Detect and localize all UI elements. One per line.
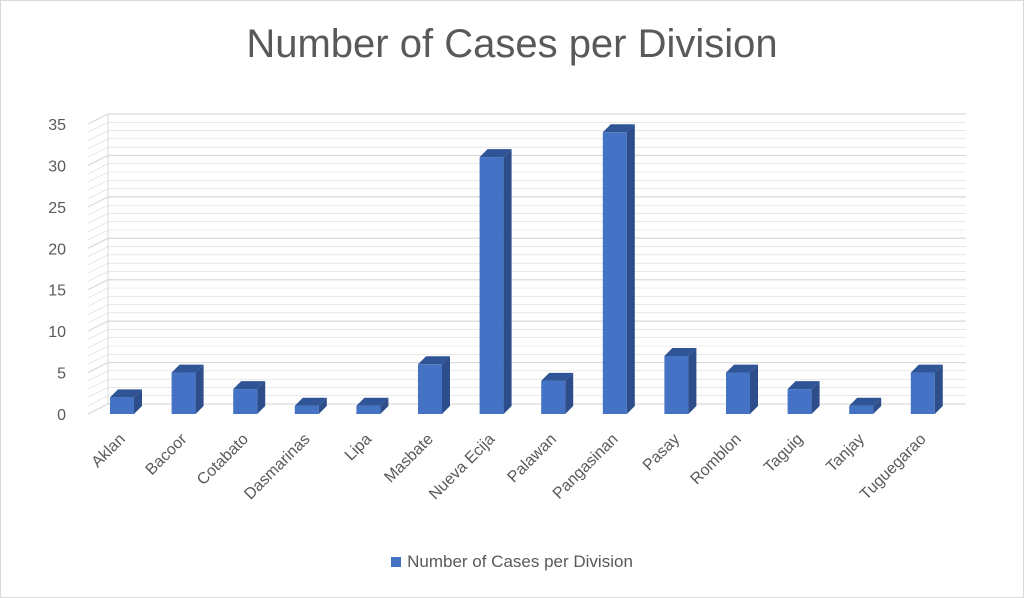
bar-front [541, 380, 566, 414]
bar-side [873, 397, 882, 414]
bar-top [233, 381, 266, 390]
bar-front [787, 389, 812, 414]
x-tick-label: Cotabato [194, 431, 252, 489]
bar-top [787, 381, 820, 390]
bar-side [442, 356, 450, 414]
bar-side [811, 381, 820, 414]
y-tick-label: 5 [57, 366, 66, 383]
bar [356, 397, 389, 414]
grid-line [87, 403, 966, 415]
bar [787, 381, 820, 414]
bar [602, 124, 635, 415]
bar-side [134, 389, 142, 414]
bar-front [171, 372, 196, 414]
bars [110, 124, 943, 415]
bar [110, 389, 142, 414]
bar-side [565, 372, 574, 414]
y-tick-label: 30 [48, 158, 66, 175]
bar-side [688, 348, 697, 414]
bar [541, 372, 574, 414]
bar [910, 364, 943, 414]
bar-front [479, 157, 504, 414]
y-tick-label: 35 [48, 117, 66, 134]
bar-front [233, 389, 258, 414]
bar-side [257, 381, 266, 414]
bar-top [110, 389, 142, 398]
bar-side [318, 397, 327, 414]
bar-side [750, 364, 758, 414]
bar-top [356, 397, 389, 406]
legend-label: Number of Cases per Division [407, 552, 633, 571]
y-tick-label: 10 [48, 324, 66, 341]
y-tick-label: 25 [48, 200, 66, 217]
bar-side [626, 124, 635, 415]
bar-top [294, 397, 327, 406]
bar-side [934, 364, 943, 414]
x-tick-label: Dasmarinas [241, 431, 313, 503]
legend-swatch [391, 557, 402, 567]
bar [664, 348, 697, 414]
bar-side [503, 149, 512, 414]
y-tick-label: 0 [57, 407, 66, 424]
bar-front [356, 405, 381, 414]
bar-front [664, 356, 689, 414]
bar-front [418, 364, 442, 414]
y-tick-label: 15 [48, 283, 66, 300]
bar-top [479, 149, 512, 158]
bar [479, 149, 512, 414]
x-tick-label: Tuguegarao [857, 431, 930, 504]
legend: Number of Cases per Division [0, 552, 1024, 572]
bar-side [380, 397, 389, 414]
bar-top [726, 364, 758, 373]
x-tick-label: Palawan [505, 431, 560, 486]
x-tick-label: Pasay [640, 431, 683, 474]
bar-top [910, 364, 943, 373]
bar-front [294, 405, 319, 414]
bar-front [849, 405, 874, 414]
x-tick-label: Pangasinan [550, 431, 622, 503]
bar [294, 397, 327, 414]
x-tick-label: Lipa [342, 431, 375, 464]
bar [849, 397, 882, 414]
bar-top [664, 348, 697, 356]
x-tick-label: Bacoor [143, 430, 191, 478]
x-tick-label: Masbate [381, 431, 436, 486]
x-tick-label: Tanjay [823, 431, 868, 476]
grid-lines [87, 113, 966, 415]
bar-front [726, 372, 750, 414]
bar-side [195, 364, 204, 414]
bar [418, 356, 450, 414]
bar [233, 381, 266, 414]
x-tick-label: Nueva Ecija [426, 431, 498, 503]
x-tick-label: Taguig [761, 431, 806, 476]
bar-top [541, 372, 574, 381]
x-tick-label: Aklan [89, 431, 129, 471]
bar-top [418, 356, 450, 365]
bar [171, 364, 204, 414]
bar-front [110, 397, 134, 414]
y-axis-ticks: 0 5 10 15 20 25 30 35 [48, 117, 66, 424]
bar-front [602, 132, 627, 415]
x-tick-label: Romblon [688, 431, 745, 488]
y-tick-label: 20 [48, 241, 66, 258]
bar [726, 364, 758, 414]
bar-top [602, 124, 635, 133]
chart-title: Number of Cases per Division [246, 22, 778, 66]
bar-top [849, 397, 882, 406]
bar-top [171, 364, 204, 373]
bar-front [910, 372, 935, 414]
